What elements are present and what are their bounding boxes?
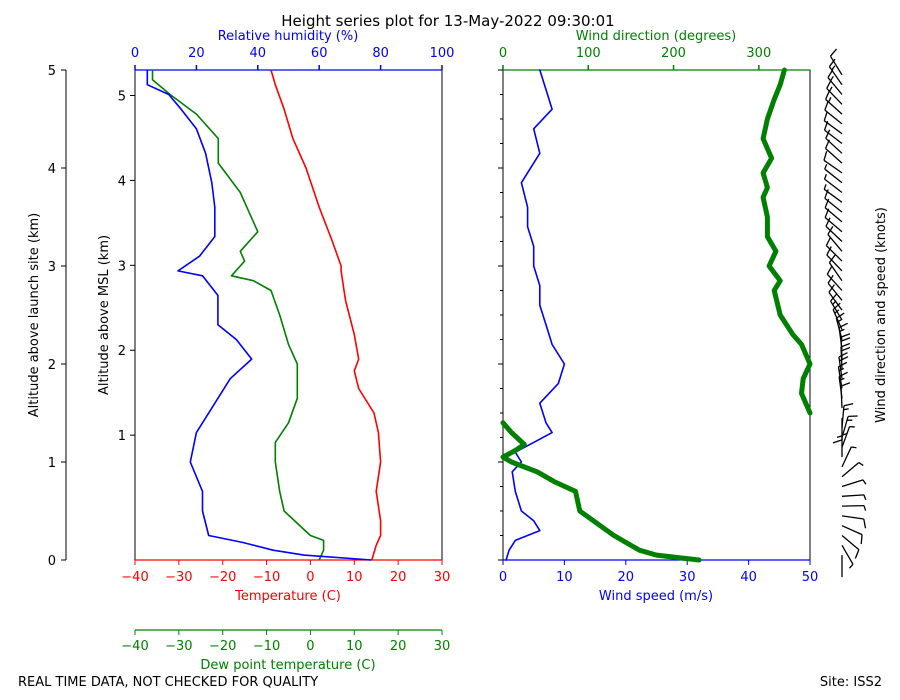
wind-barb — [825, 129, 843, 154]
wind-speed-tick-label: 50 — [802, 570, 819, 585]
humidity-tick-label: 40 — [250, 46, 267, 61]
humidity-tick-label: 0 — [131, 46, 139, 61]
thermo-plot-frame — [134, 69, 443, 561]
wind-barb — [838, 352, 849, 379]
dewpoint-axis-label: Dew point temperature (C) — [200, 658, 375, 673]
dewpoint-tick-label: −40 — [121, 639, 148, 654]
humidity-tick-label: 100 — [430, 46, 455, 61]
wind-barb — [841, 462, 864, 478]
temperature-line — [270, 69, 382, 561]
wind-barb — [829, 48, 843, 76]
msl-alt-tick-label: 2 — [118, 344, 126, 359]
dewpoint-tick-label: 0 — [306, 639, 314, 654]
temperature-axis-label: Temperature (C) — [234, 589, 341, 604]
launch-alt-tick-label: 0 — [48, 554, 56, 569]
temperature-tick-label: −10 — [253, 570, 280, 585]
temperature-tick-label: −30 — [165, 570, 192, 585]
wind-barb — [823, 184, 843, 203]
wind-barb — [841, 446, 857, 468]
wind-barb — [823, 111, 843, 135]
wind-barb — [826, 265, 843, 291]
wind-direction-tick-label: 300 — [746, 46, 771, 61]
dewpoint-tick-label: 10 — [346, 639, 363, 654]
wind-direction-tick-label: 100 — [576, 46, 601, 61]
wind-speed-tick-label: 20 — [618, 570, 635, 585]
wind-barb — [841, 535, 860, 559]
wind-direction-upper-line — [760, 67, 813, 416]
wind-barb — [824, 189, 843, 213]
launch-alt-tick-label: 2 — [48, 358, 56, 373]
wind-barb — [841, 504, 867, 511]
wind-barb — [841, 544, 854, 569]
wind-speed-tick-label: 30 — [679, 570, 696, 585]
wind-barb — [841, 515, 867, 529]
dewpoint-tick-label: 20 — [390, 639, 407, 654]
wind-barb — [826, 246, 843, 272]
wind-speed-tick-label: 0 — [499, 570, 507, 585]
wind-barb — [823, 173, 843, 194]
wind-barb — [824, 163, 843, 184]
wind-barb — [841, 425, 855, 448]
wind-barb — [825, 217, 843, 242]
temperature-tick-label: 10 — [346, 570, 363, 585]
footer-site: Site: ISS2 — [820, 675, 882, 690]
humidity-tick-label: 60 — [311, 46, 328, 61]
wind-barb — [828, 58, 843, 86]
temperature-tick-label: 20 — [390, 570, 407, 585]
msl-alt-tick-label: 1 — [118, 429, 126, 444]
dew-point-temperature-line — [151, 70, 325, 561]
wind-barb — [824, 101, 843, 125]
footer-quality-note: REAL TIME DATA, NOT CHECKED FOR QUALITY — [18, 675, 318, 690]
wind-direction-tick-label: 200 — [661, 46, 686, 61]
wind-speed-tick-label: 40 — [740, 570, 757, 585]
dewpoint-tick-label: 30 — [434, 639, 451, 654]
temperature-tick-label: −40 — [121, 570, 148, 585]
launch-alt-tick-label: 1 — [48, 456, 56, 471]
launch-alt-tick-label: 5 — [48, 64, 56, 79]
dewpoint-tick-label: −30 — [165, 639, 192, 654]
msl-alt-tick-label: 3 — [118, 259, 126, 274]
wind-barb — [841, 415, 858, 438]
wind-speed-axis-label: Wind speed (m/s) — [599, 589, 713, 604]
launch-alt-tick-label: 4 — [48, 162, 56, 177]
msl-alt-axis-label: Altitude above MSL (km) — [97, 235, 112, 395]
wind-barb — [825, 90, 843, 115]
temperature-tick-label: −20 — [209, 570, 236, 585]
barbs-axis-label: Wind direction and speed (knots) — [874, 207, 889, 423]
wind-barb — [832, 417, 843, 444]
humidity-tick-label: 80 — [372, 46, 389, 61]
wind-barb — [823, 151, 843, 174]
dewpoint-tick-label: −10 — [253, 639, 280, 654]
launch-alt-axis-label: Altitude above launch site (km) — [27, 213, 42, 417]
wind-barb — [828, 254, 843, 282]
launch-alt-tick-label: 3 — [48, 260, 56, 275]
dewpoint-tick-label: −20 — [209, 639, 236, 654]
wind-direction-line — [500, 420, 702, 563]
wind-speed-tick-label: 10 — [556, 570, 573, 585]
wind-barb — [825, 236, 843, 262]
relative-humidity-line — [146, 70, 372, 561]
wind-direction-tick-label: 0 — [499, 46, 507, 61]
wind-speed-line — [505, 69, 566, 561]
wind-direction-axis-label: Wind direction (degrees) — [576, 29, 736, 44]
wind-barb — [827, 274, 843, 301]
wind-barb — [841, 525, 863, 545]
msl-alt-tick-label: 5 — [118, 89, 126, 104]
wind-barb — [841, 479, 867, 488]
msl-alt-tick-label: 4 — [118, 174, 126, 189]
chart-title: Height series plot for 13-May-2022 09:30… — [281, 12, 614, 30]
humidity-tick-label: 20 — [188, 46, 205, 61]
wind-barb — [841, 494, 867, 500]
humidity-axis-label: Relative humidity (%) — [218, 29, 359, 44]
temperature-tick-label: 30 — [434, 570, 451, 585]
temperature-tick-label: 0 — [306, 570, 314, 585]
